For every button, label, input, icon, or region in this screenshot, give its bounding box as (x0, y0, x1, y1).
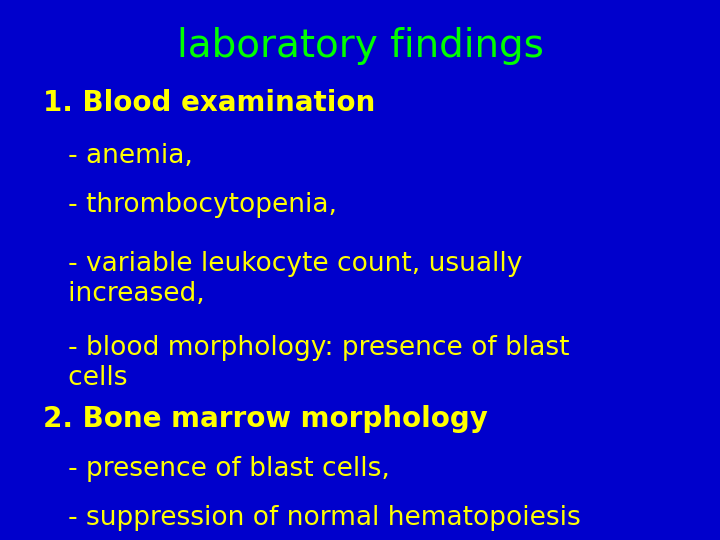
Text: 2. Bone marrow morphology: 2. Bone marrow morphology (43, 405, 488, 433)
Text: laboratory findings: laboratory findings (176, 27, 544, 65)
Text: - blood morphology: presence of blast
   cells: - blood morphology: presence of blast ce… (43, 335, 570, 391)
Text: - presence of blast cells,: - presence of blast cells, (43, 456, 390, 482)
Text: - anemia,: - anemia, (43, 143, 193, 169)
Text: - suppression of normal hematopoiesis: - suppression of normal hematopoiesis (43, 505, 581, 531)
Text: - thrombocytopenia,: - thrombocytopenia, (43, 192, 337, 218)
Text: - variable leukocyte count, usually
   increased,: - variable leukocyte count, usually incr… (43, 251, 523, 307)
Text: 1. Blood examination: 1. Blood examination (43, 89, 375, 117)
